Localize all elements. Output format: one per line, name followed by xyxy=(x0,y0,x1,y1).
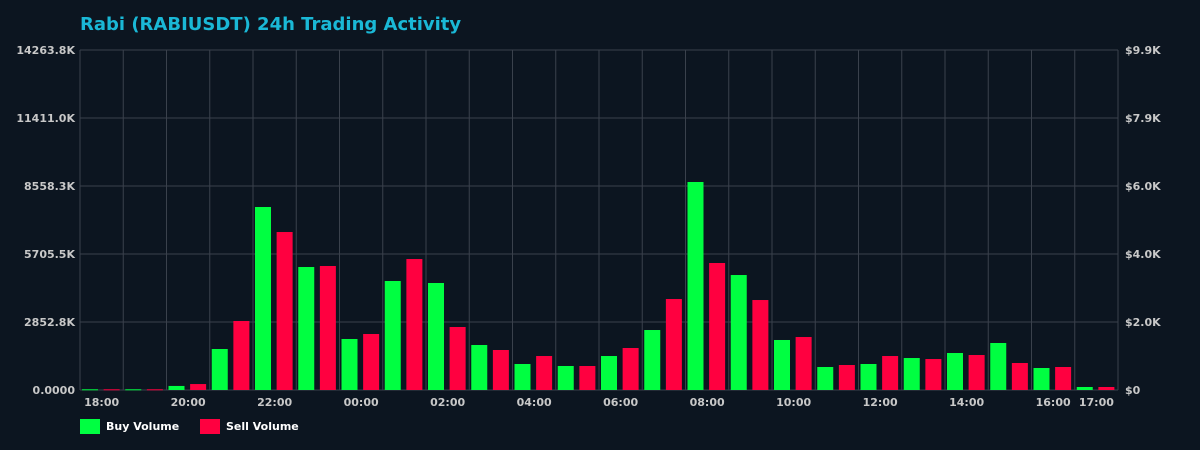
x-tick-label: 18:00 xyxy=(84,396,119,409)
legend-sell: Sell Volume xyxy=(200,419,299,434)
y-tick-label: 8558.3K xyxy=(24,180,75,193)
buy-volume-bar xyxy=(947,353,963,390)
sell-volume-bar xyxy=(363,334,380,390)
sell-volume-bar xyxy=(882,356,899,390)
x-tick-label: 10:00 xyxy=(776,396,811,409)
y2-tick-label: $4.0K xyxy=(1125,248,1161,261)
buy-volume-bar xyxy=(687,182,704,390)
sell-volume-bar xyxy=(838,364,855,390)
x-tick-label: 14:00 xyxy=(949,396,984,409)
x-tick-label: 17:00 xyxy=(1079,396,1114,409)
y2-tick-label: $2.0K xyxy=(1125,316,1161,329)
sell-volume-bar xyxy=(579,365,596,390)
x-tick-label: 06:00 xyxy=(603,396,638,409)
buy-volume-bar xyxy=(730,275,747,390)
sell-volume-bar xyxy=(449,326,466,390)
sell-volume-bar xyxy=(233,320,250,390)
legend-buy-swatch xyxy=(80,419,100,434)
sell-volume-bar xyxy=(276,232,293,390)
sell-volume-bar xyxy=(665,299,682,390)
legend-sell-label: Sell Volume xyxy=(226,420,299,433)
x-tick-label: 20:00 xyxy=(171,396,206,409)
chart-title: Rabi (RABIUSDT) 24h Trading Activity xyxy=(80,14,462,35)
x-tick-label: 00:00 xyxy=(344,396,379,409)
y-tick-label: 14263.8K xyxy=(16,44,75,57)
buy-volume-bar xyxy=(471,344,488,390)
sell-volume-bar xyxy=(925,359,942,390)
sell-volume-bar xyxy=(709,262,726,390)
buy-volume-bar xyxy=(125,389,142,391)
y2-tick-label: $9.9K xyxy=(1125,44,1161,57)
x-tick-label: 12:00 xyxy=(863,396,898,409)
buy-volume-bar xyxy=(211,349,228,390)
buy-volume-bar xyxy=(428,282,444,390)
sell-volume-bar xyxy=(536,356,553,390)
y-tick-label: 5705.5K xyxy=(24,248,75,261)
sell-volume-bar xyxy=(968,355,985,390)
sell-volume-bar xyxy=(146,389,163,391)
buy-volume-bar xyxy=(298,267,315,390)
buy-volume-bar xyxy=(341,338,358,390)
buy-volume-bar xyxy=(990,342,1007,390)
y-tick-label: 2852.8K xyxy=(24,316,75,329)
buy-volume-bar xyxy=(601,356,617,390)
buy-volume-bar xyxy=(1076,386,1093,390)
sell-volume-bar xyxy=(319,266,336,390)
buy-volume-bar xyxy=(82,389,98,391)
sell-volume-bar xyxy=(190,384,207,390)
buy-volume-bar xyxy=(860,363,877,390)
sell-volume-bar xyxy=(1055,366,1072,390)
buy-volume-bar xyxy=(384,280,401,390)
legend-sell-swatch xyxy=(200,419,220,434)
x-tick-label: 08:00 xyxy=(690,396,725,409)
sell-volume-bar xyxy=(622,347,639,390)
y2-tick-label: $0 xyxy=(1125,384,1141,397)
x-tick-label: 22:00 xyxy=(257,396,292,409)
sell-volume-bar xyxy=(406,259,423,390)
sell-volume-bar xyxy=(752,300,769,390)
buy-volume-bar xyxy=(903,358,920,390)
buy-volume-bar xyxy=(557,365,574,390)
buy-volume-bar xyxy=(255,207,271,390)
sell-volume-bar xyxy=(492,350,509,390)
sell-volume-bar xyxy=(795,337,812,390)
buy-volume-bar xyxy=(168,385,185,390)
y-tick-label: 11411.0K xyxy=(16,112,75,125)
x-tick-label: 16:00 xyxy=(1036,396,1071,409)
y2-tick-label: $6.0K xyxy=(1125,180,1161,193)
buy-volume-bar xyxy=(644,330,661,390)
x-tick-label: 04:00 xyxy=(517,396,552,409)
sell-volume-bar xyxy=(1011,362,1028,390)
y-tick-label: 0.0000 xyxy=(33,384,76,397)
buy-volume-bar xyxy=(1033,367,1050,390)
legend-buy-label: Buy Volume xyxy=(106,420,180,433)
sell-volume-bar xyxy=(1098,386,1115,390)
legend-buy: Buy Volume xyxy=(80,419,179,434)
y2-tick-label: $7.9K xyxy=(1125,112,1161,125)
buy-volume-bar xyxy=(817,366,834,390)
buy-volume-bar xyxy=(514,363,531,390)
sell-volume-bar xyxy=(103,389,120,391)
buy-volume-bar xyxy=(774,339,790,390)
x-tick-label: 02:00 xyxy=(430,396,465,409)
